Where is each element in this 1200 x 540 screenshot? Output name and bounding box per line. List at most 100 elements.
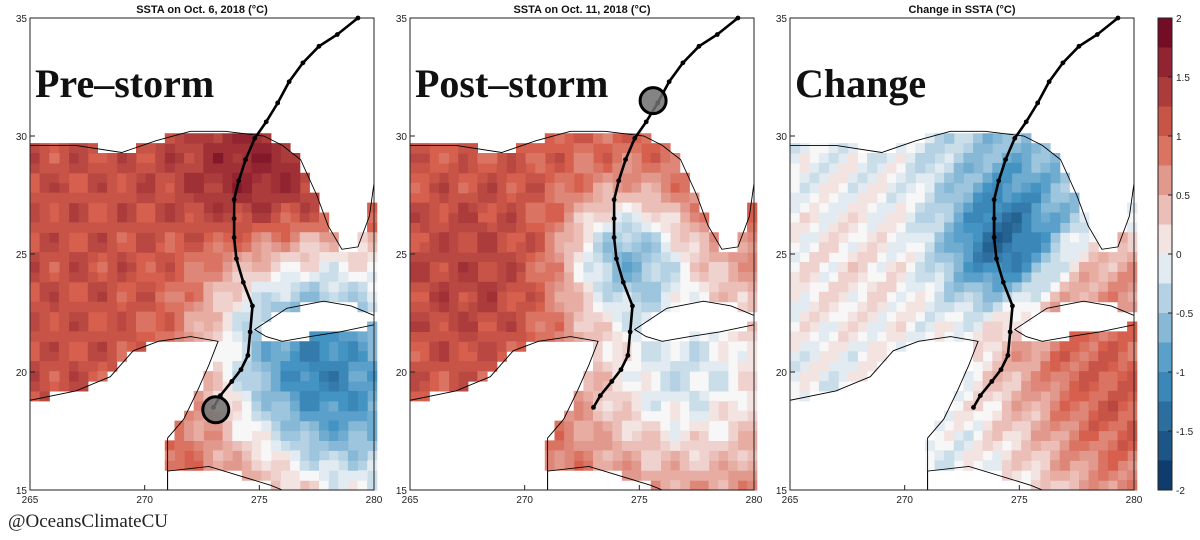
colorbar-segment <box>1158 106 1172 137</box>
ssta-cells <box>328 371 339 382</box>
y-tick-label: 15 <box>776 486 788 497</box>
track-point <box>991 197 997 203</box>
ssta-cells <box>790 133 1090 471</box>
track-point <box>1007 329 1013 335</box>
track-point <box>1000 279 1006 285</box>
coastline <box>29 336 219 491</box>
track-point <box>991 216 997 222</box>
ssta-cells <box>30 133 310 382</box>
map-panel: 265 270 275 280 35 30 25 20 15 SSTA on Oct. 6, 20… <box>16 4 383 506</box>
ssta-cells <box>280 341 359 412</box>
panel-label: Post–storm <box>415 61 608 106</box>
track-point <box>998 367 1004 373</box>
ssta-cells <box>193 232 378 491</box>
track-point <box>334 32 340 37</box>
y-tick-label: 20 <box>16 368 28 379</box>
colorbar-segment <box>1158 195 1172 225</box>
track-point <box>1076 43 1082 49</box>
track-point <box>236 178 242 184</box>
ssta-cells <box>621 262 633 273</box>
ssta-cells <box>602 232 661 303</box>
track-point <box>231 235 237 240</box>
x-tick-label: 265 <box>22 495 39 506</box>
track-point <box>1094 32 1100 37</box>
colorbar-segment <box>1158 224 1172 255</box>
track-point <box>1060 60 1066 66</box>
x-tick-label: 265 <box>782 495 799 506</box>
colorbar-segment <box>1158 401 1172 432</box>
track-point <box>1005 353 1011 358</box>
y-tick-label: 30 <box>776 132 788 143</box>
track-point <box>243 157 248 163</box>
track-point <box>994 256 999 262</box>
track-point <box>620 279 626 285</box>
panel-label: Pre–storm <box>35 61 214 106</box>
colorbar-tick-label: 1 <box>1176 132 1182 143</box>
ssta-cells <box>164 232 301 461</box>
track-point <box>996 178 1002 184</box>
track-point <box>991 235 997 240</box>
track-point <box>1012 135 1018 141</box>
colorbar-segment <box>1158 77 1172 107</box>
ssta-cells <box>251 281 378 471</box>
track-point <box>627 329 633 335</box>
colorbar-segment <box>1158 342 1172 373</box>
track-point <box>275 100 281 106</box>
track-point <box>611 197 617 203</box>
track-point <box>643 119 649 125</box>
track-point <box>1010 303 1015 309</box>
y-tick-label: 25 <box>16 250 28 261</box>
map-panel: 265 270 275 280 35 30 25 20 15 Change in SSTA (°C… <box>776 4 1143 506</box>
y-tick-label: 35 <box>396 14 408 25</box>
track-point <box>316 43 322 49</box>
track-point <box>234 256 239 262</box>
y-tick-label: 15 <box>16 486 28 497</box>
y-tick-label: 30 <box>396 132 408 143</box>
track-point <box>1003 157 1008 163</box>
track-point <box>263 119 269 125</box>
ssta-cells <box>1107 400 1119 412</box>
x-tick-label: 275 <box>251 495 268 506</box>
colorbar-tick-label: -2 <box>1176 486 1185 497</box>
colorbar-tick-label: 0.5 <box>1176 191 1190 202</box>
ssta-cells <box>251 291 378 461</box>
ssta-field <box>30 133 378 491</box>
ssta-cells <box>573 202 748 441</box>
x-tick-label: 270 <box>516 495 533 506</box>
track-point <box>231 197 237 203</box>
panel-label: Change <box>795 61 926 106</box>
track-point <box>229 379 235 384</box>
ssta-cells <box>973 202 1032 273</box>
ssta-cells <box>934 133 1070 313</box>
ssta-cells <box>583 212 748 441</box>
ssta-cells <box>953 153 1061 293</box>
track-point <box>616 178 622 184</box>
y-tick-label: 20 <box>776 368 788 379</box>
x-tick-label: 265 <box>402 495 419 506</box>
ssta-cells <box>261 331 378 441</box>
coastline <box>409 336 599 491</box>
x-tick-label: 280 <box>366 495 383 506</box>
track-point <box>240 279 246 285</box>
map-panel: 265 270 275 280 35 30 25 20 15 SSTA on Oct. 11, 2… <box>396 4 763 506</box>
y-tick-label: 15 <box>396 486 408 497</box>
track-point <box>1046 79 1052 85</box>
credit-text: @OceansClimateCU <box>8 511 168 532</box>
track-point <box>971 405 976 410</box>
colorbar-tick-label: -0.5 <box>1176 309 1194 320</box>
colorbar-segment <box>1158 47 1172 78</box>
storm-track <box>972 16 1119 409</box>
ssta-cells <box>573 212 758 471</box>
track-point <box>696 43 702 49</box>
ssta-cells <box>213 232 368 491</box>
x-tick-label: 270 <box>896 495 913 506</box>
y-tick-label: 25 <box>396 250 408 261</box>
ssta-cells <box>438 262 498 303</box>
colorbar-segment <box>1158 372 1172 402</box>
x-tick-label: 280 <box>746 495 763 506</box>
colorbar-segment <box>1158 18 1172 48</box>
track-point <box>977 393 983 398</box>
ssta-cells <box>232 262 378 491</box>
ssta-cells <box>847 242 1128 491</box>
hurricane-position-marker-icon <box>638 86 668 116</box>
